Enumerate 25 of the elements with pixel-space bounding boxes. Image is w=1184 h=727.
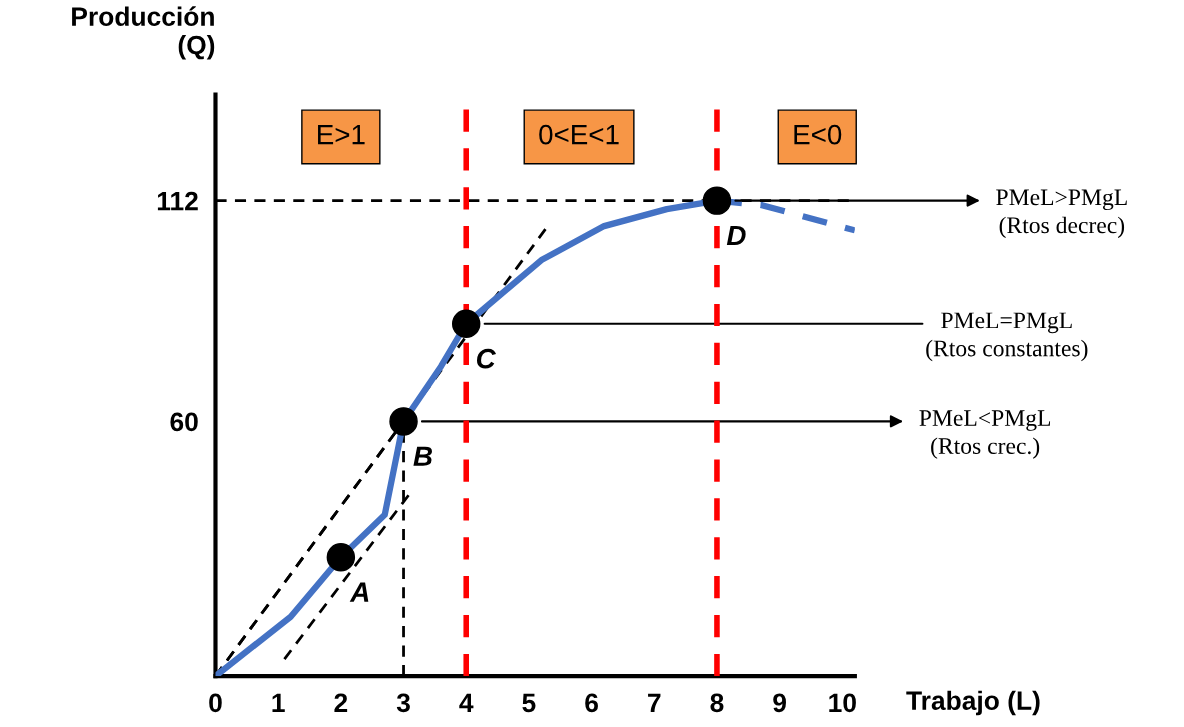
annotation: 0<E<1 [539,124,619,145]
annotation: B [413,446,432,466]
x-tick-label: 7 [648,693,661,712]
annotation: E<0 [794,124,842,145]
x-tick-label: 4 [459,693,474,712]
x-tick-label: 8 [710,693,724,713]
x-tick-label: 2 [334,693,348,712]
annotation: D [726,225,746,246]
annotation: C [476,348,497,369]
text: PMeL=PMgL (Rtos constantes) [926,312,1088,362]
text: PMeL<PMgL (Rtos crec.) [919,410,1051,459]
x-tick-label: 1 [272,693,285,712]
annotation: A [349,582,369,602]
x-tick-label: 9 [773,693,786,713]
x-tick-label: 0 [209,693,222,713]
annotation: E>1 [318,125,365,145]
x-tick-label: 3 [396,693,410,713]
y-tick-label: 60 [170,412,198,432]
y-axis-title: Producción (Q) [72,6,215,60]
x-tick-label: 10 [829,693,856,713]
x-tick-label: 6 [585,693,598,713]
x-axis-title: Trabajo (L) [906,690,1040,716]
text: PMeL>PMgL (Rtos decrec) [996,189,1127,239]
y-tick-label: 112 [157,191,198,211]
x-tick-label: 5 [522,693,536,713]
